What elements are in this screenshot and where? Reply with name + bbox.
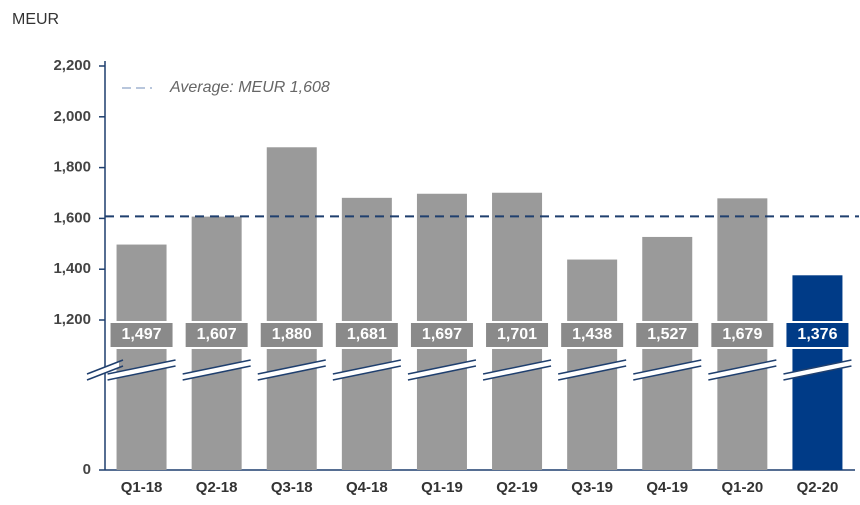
axis-break <box>91 361 119 379</box>
axis-break <box>86 365 124 381</box>
y-tick-label: 1,800 <box>53 159 91 176</box>
value-label: 1,376 <box>797 326 837 343</box>
value-label-box <box>784 321 851 349</box>
axis-break <box>186 361 247 379</box>
value-label: 1,607 <box>197 326 237 343</box>
axis-break <box>257 359 326 375</box>
x-tick-label: Q2-19 <box>496 479 538 496</box>
value-label-box <box>258 321 325 349</box>
axis-break <box>182 365 251 381</box>
x-tick-label: Q1-18 <box>121 479 163 496</box>
value-label: 1,880 <box>272 326 312 343</box>
value-label: 1,497 <box>122 326 162 343</box>
value-label: 1,681 <box>347 326 387 343</box>
y-tick-label: 2,200 <box>53 57 91 74</box>
bar <box>266 147 317 470</box>
axis-break <box>783 365 852 381</box>
value-label-box <box>333 321 400 349</box>
axis-break <box>637 361 698 379</box>
value-label: 1,697 <box>422 326 462 343</box>
axis-break <box>482 359 552 375</box>
x-tick-label: Q1-19 <box>421 479 463 496</box>
axis-break <box>787 361 848 379</box>
axis-break <box>708 359 777 375</box>
y-tick-label: 2,000 <box>53 108 91 125</box>
axis-break <box>107 365 176 381</box>
legend-label: Average: MEUR 1,608 <box>169 79 330 96</box>
value-label-box <box>709 321 776 349</box>
axis-break <box>708 365 777 381</box>
bar <box>642 236 693 470</box>
axis-break <box>633 365 702 381</box>
axis-break <box>257 365 326 381</box>
axis-break <box>482 365 552 381</box>
x-tick-label: Q3-19 <box>571 479 613 496</box>
value-label: 1,527 <box>647 326 687 343</box>
y-tick-label: 1,600 <box>53 209 91 226</box>
axis-break <box>562 361 623 379</box>
axis-break <box>411 361 472 379</box>
y-tick-label: 0 <box>83 461 91 478</box>
axis-break <box>86 359 124 375</box>
value-label: 1,679 <box>722 326 762 343</box>
value-label-box <box>484 321 551 349</box>
value-label-box <box>559 321 626 349</box>
x-tick-label: Q1-20 <box>721 479 763 496</box>
axis-break <box>557 365 627 381</box>
axis-break <box>107 359 176 375</box>
y-axis-label: MEUR <box>12 11 59 28</box>
axis-break <box>111 361 172 379</box>
axis-break <box>783 359 852 375</box>
axis-break <box>407 365 477 381</box>
y-tick-label: 1,400 <box>53 260 91 277</box>
x-tick-label: Q2-20 <box>797 479 839 496</box>
y-tick-label: 1,200 <box>53 311 91 328</box>
axis-break <box>487 361 548 379</box>
axis-break <box>712 361 773 379</box>
axis-break <box>261 361 322 379</box>
axis-break <box>336 361 397 379</box>
x-tick-label: Q3-18 <box>271 479 313 496</box>
x-tick-label: Q2-18 <box>196 479 238 496</box>
x-tick-label: Q4-19 <box>646 479 688 496</box>
axis-break <box>407 359 477 375</box>
x-tick-label: Q4-18 <box>346 479 388 496</box>
value-label: 1,701 <box>497 326 537 343</box>
axis-break <box>557 359 627 375</box>
value-label-box <box>183 321 250 349</box>
axis-break <box>633 359 702 375</box>
value-label-box <box>408 321 475 349</box>
value-label-box <box>108 321 175 349</box>
bar <box>116 244 167 470</box>
value-label-box <box>634 321 701 349</box>
axis-break <box>182 359 251 375</box>
axis-break <box>332 365 402 381</box>
axis-break <box>332 359 402 375</box>
value-label: 1,438 <box>572 326 612 343</box>
